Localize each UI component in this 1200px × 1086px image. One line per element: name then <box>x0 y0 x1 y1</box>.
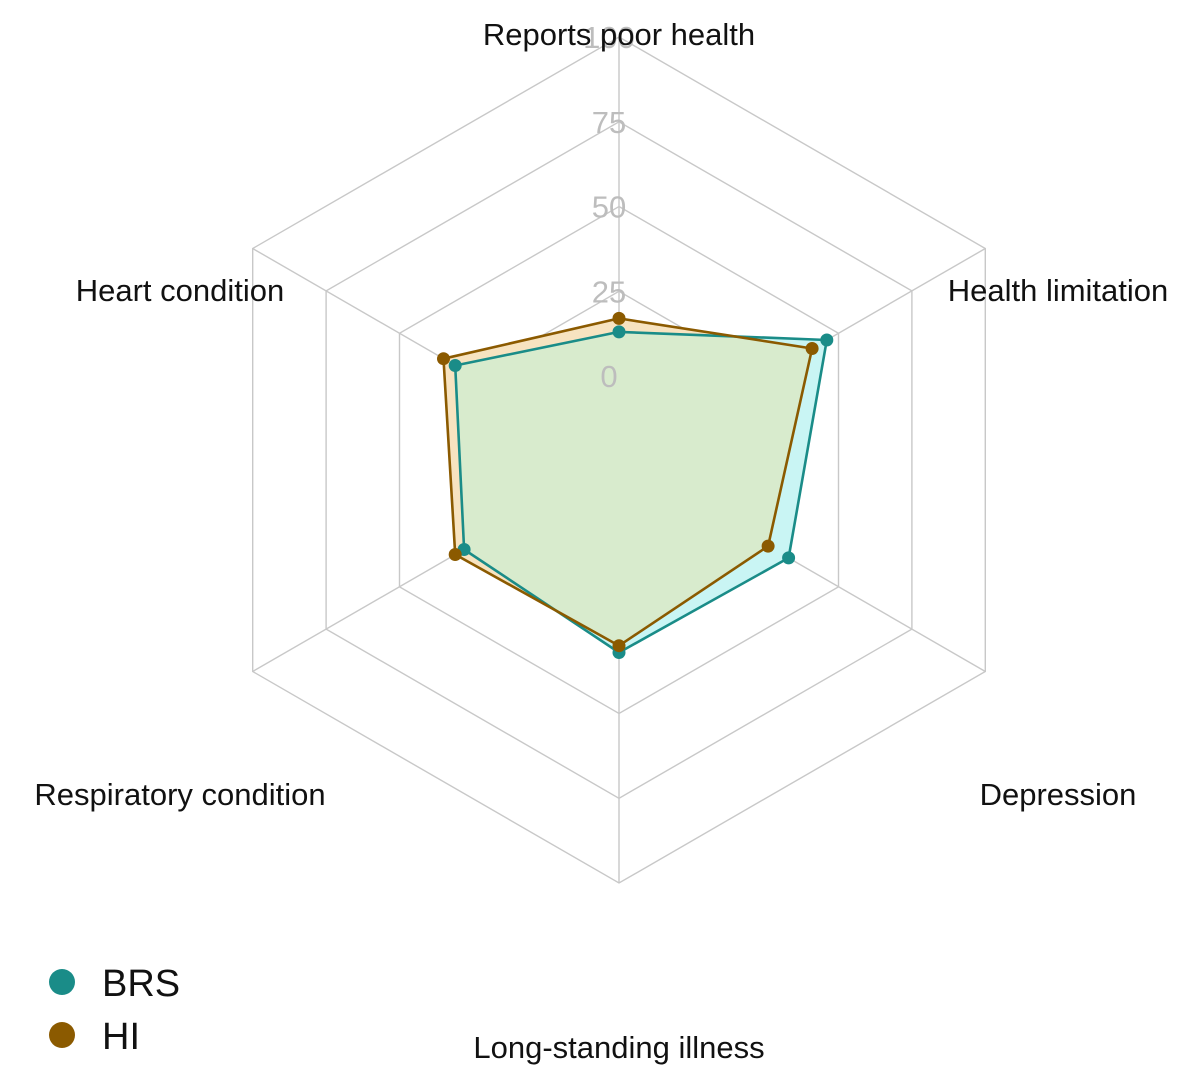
series-fills <box>443 318 827 653</box>
legend: BRS HI <box>49 963 180 1058</box>
data-point-hi-1 <box>805 342 819 355</box>
axis-label-depression: Depression <box>980 777 1137 812</box>
data-point-hi-5 <box>437 352 450 366</box>
legend-marker-brs <box>49 969 75 995</box>
data-point-hi-0 <box>612 311 626 325</box>
axis-label-respiratory-condition: Respiratory condition <box>34 777 325 812</box>
tick-label-50: 50 <box>592 190 626 225</box>
legend-label-hi: HI <box>102 1016 140 1058</box>
series-area-overlap <box>455 331 813 646</box>
tick-label-25: 25 <box>592 274 626 309</box>
legend-marker-hi <box>49 1022 75 1048</box>
axis-label-reports-poor-health: Reports poor health <box>483 17 755 52</box>
data-point-brs-2 <box>782 551 796 565</box>
data-point-hi-3 <box>612 639 626 653</box>
data-point-brs-0 <box>612 325 626 339</box>
series-lines <box>437 311 834 659</box>
data-point-hi-4 <box>448 548 462 561</box>
data-point-brs-5 <box>448 359 462 372</box>
legend-label-brs: BRS <box>102 963 180 1005</box>
radial-tick-labels: 0 25 50 75 100 <box>583 20 635 394</box>
data-point-hi-2 <box>761 539 775 553</box>
tick-label-100: 100 <box>583 20 635 55</box>
tick-label-75: 75 <box>592 105 626 140</box>
axis-label-long-standing-illness: Long-standing illness <box>473 1030 764 1065</box>
tick-label-0: 0 <box>600 359 617 394</box>
axis-label-heart-condition: Heart condition <box>76 273 285 308</box>
data-point-brs-1 <box>820 333 834 347</box>
axis-label-health-limitation: Health limitation <box>948 273 1169 308</box>
